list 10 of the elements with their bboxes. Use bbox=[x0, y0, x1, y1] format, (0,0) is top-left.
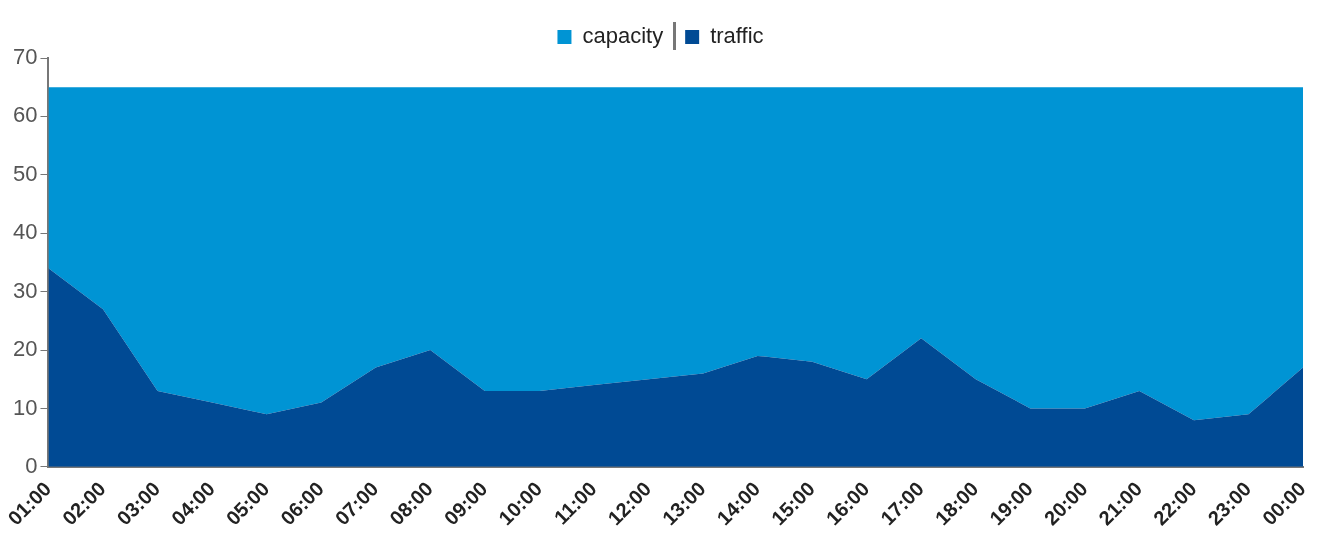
y-tick-label: 10 bbox=[12, 394, 38, 420]
legend-label: capacity bbox=[582, 23, 664, 49]
y-tick-label: 40 bbox=[12, 219, 38, 245]
y-tick-label: 0 bbox=[25, 452, 38, 478]
legend-label: traffic bbox=[710, 23, 764, 49]
y-tick-label: 20 bbox=[12, 336, 38, 362]
y-tick-label: 70 bbox=[12, 44, 38, 70]
y-tick-label: 60 bbox=[12, 102, 38, 128]
y-tick-label: 50 bbox=[12, 160, 38, 186]
y-tick-label: 30 bbox=[12, 277, 38, 303]
